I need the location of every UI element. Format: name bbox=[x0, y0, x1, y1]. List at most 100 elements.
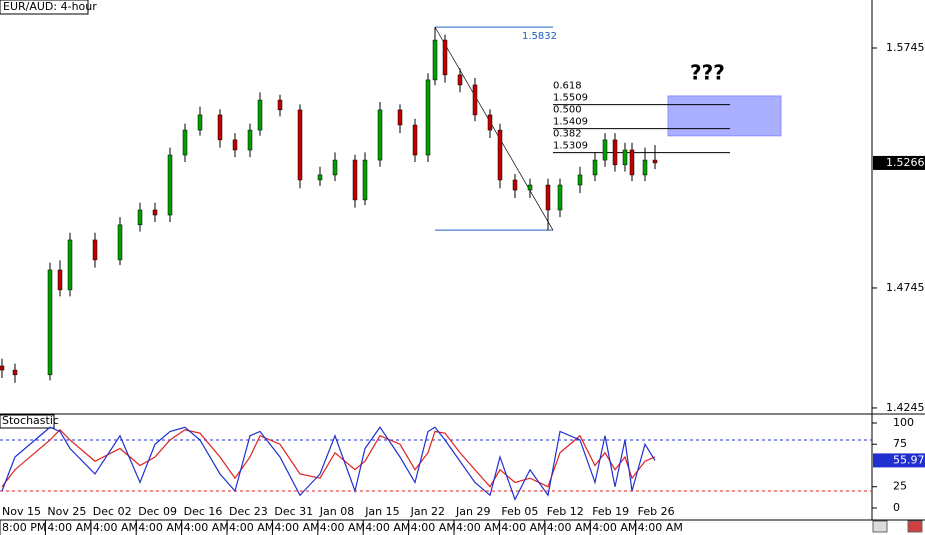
candle-body bbox=[377, 109, 383, 161]
y-tick-label: 75 bbox=[893, 437, 907, 450]
x-time-label: 4:00 AM bbox=[365, 521, 410, 534]
candle-body bbox=[217, 114, 223, 141]
x-time-label: 4:00 AM bbox=[274, 521, 319, 534]
x-date-label: Feb 19 bbox=[592, 505, 629, 518]
x-time-label: 4:00 AM bbox=[47, 521, 92, 534]
x-date-label: Feb 05 bbox=[501, 505, 538, 518]
candle-body bbox=[167, 154, 173, 216]
last-value-box bbox=[873, 453, 925, 468]
y-tick-label: 0 bbox=[893, 501, 900, 514]
x-time-label: 4:00 AM bbox=[592, 521, 637, 534]
x-time-label: 4:00 AM bbox=[229, 521, 274, 534]
x-date-label: Nov 25 bbox=[47, 505, 86, 518]
candle-body bbox=[257, 99, 263, 131]
last-value-label: 55.97 bbox=[893, 453, 925, 466]
fib-high-label: 1.5832 bbox=[522, 31, 557, 42]
x-date-label: Dec 31 bbox=[274, 505, 313, 518]
chart-title: EUR/AUD: 4-hour bbox=[3, 0, 97, 13]
candle-body bbox=[425, 79, 431, 156]
x-date-label: Dec 09 bbox=[138, 505, 177, 518]
candle-body bbox=[557, 184, 563, 211]
fib-ratio: 0.382 bbox=[553, 129, 582, 140]
x-time-label: 4:00 AM bbox=[138, 521, 183, 534]
candle-body bbox=[352, 159, 358, 201]
x-date-label: Nov 15 bbox=[2, 505, 41, 518]
candle-body bbox=[362, 159, 368, 201]
candle-body bbox=[527, 184, 533, 191]
x-date-label: Feb 26 bbox=[638, 505, 675, 518]
x-date-label: Dec 23 bbox=[229, 505, 268, 518]
last-price-label: 1.5266 bbox=[886, 156, 925, 169]
y-tick-label: 1.4745 bbox=[886, 281, 925, 294]
candle-body bbox=[622, 149, 628, 166]
x-date-label: Feb 12 bbox=[547, 505, 584, 518]
candle-body bbox=[92, 239, 98, 261]
candle-body bbox=[57, 269, 63, 291]
candle-body bbox=[457, 74, 463, 86]
candle-body bbox=[397, 109, 403, 126]
candle-body bbox=[182, 129, 188, 156]
x-date-label: Jan 15 bbox=[364, 505, 399, 518]
x-time-label: 8:00 PM bbox=[2, 521, 46, 534]
x-time-label: 4:00 AM bbox=[184, 521, 229, 534]
candle-body bbox=[592, 159, 598, 176]
candle-body bbox=[297, 109, 303, 181]
candle-body bbox=[612, 139, 618, 166]
x-date-label: Dec 02 bbox=[93, 505, 132, 518]
candle-body bbox=[412, 124, 418, 156]
candle-body bbox=[137, 209, 143, 226]
scroll-button[interactable] bbox=[872, 520, 888, 533]
candle-body bbox=[629, 149, 635, 176]
indicator-title: Stochastic bbox=[2, 414, 59, 427]
candle-body bbox=[117, 224, 123, 261]
y-tick-label: 100 bbox=[893, 416, 914, 429]
candle-body bbox=[472, 84, 478, 116]
fib-price: 1.5309 bbox=[553, 141, 588, 152]
fib-price: 1.5409 bbox=[553, 117, 588, 128]
fib-ratio: 0.500 bbox=[553, 105, 582, 116]
candle-body bbox=[642, 159, 648, 176]
x-time-label: 4:00 AM bbox=[456, 521, 501, 534]
candle-body bbox=[247, 129, 253, 151]
title-box bbox=[0, 0, 89, 15]
x-time-label: 4:00 AM bbox=[320, 521, 365, 534]
x-time-label: 4:00 AM bbox=[501, 521, 546, 534]
x-date-label: Jan 22 bbox=[410, 505, 445, 518]
x-time-label: 4:00 AM bbox=[638, 521, 683, 534]
target-zone bbox=[667, 95, 782, 137]
candle-body bbox=[602, 139, 608, 161]
candle-body bbox=[277, 99, 283, 111]
stochastic-line bbox=[1, 426, 656, 502]
candle-body bbox=[332, 159, 338, 176]
candle-body bbox=[232, 139, 238, 151]
candle-body bbox=[512, 179, 518, 191]
candle-body bbox=[12, 369, 18, 376]
y-tick-label: 1.5745 bbox=[886, 41, 925, 54]
close-button[interactable] bbox=[907, 520, 923, 533]
candle-body bbox=[0, 365, 5, 371]
x-time-label: 4:00 AM bbox=[93, 521, 138, 534]
candle-body bbox=[442, 39, 448, 76]
indicator-title-box bbox=[0, 414, 55, 429]
x-date-label: Jan 29 bbox=[455, 505, 490, 518]
last-price-box bbox=[873, 155, 925, 170]
x-time-label: 4:00 AM bbox=[411, 521, 456, 534]
candle-body bbox=[47, 269, 53, 376]
candle-body bbox=[487, 114, 493, 131]
candle-body bbox=[67, 239, 73, 291]
candle-body bbox=[652, 159, 658, 164]
x-date-label: Jan 08 bbox=[319, 505, 354, 518]
candle-body bbox=[197, 114, 203, 131]
candle-body bbox=[152, 209, 158, 216]
candle-body bbox=[317, 174, 323, 181]
candle-body bbox=[577, 174, 583, 186]
fib-trendline bbox=[434, 26, 554, 231]
annotation: ??? bbox=[690, 61, 725, 85]
x-date-label: Dec 16 bbox=[184, 505, 223, 518]
y-tick-label: 1.4245 bbox=[886, 401, 925, 414]
candle-body bbox=[432, 39, 438, 81]
x-time-label: 4:00 AM bbox=[547, 521, 592, 534]
candle-body bbox=[545, 184, 551, 211]
candle-body bbox=[497, 129, 503, 181]
